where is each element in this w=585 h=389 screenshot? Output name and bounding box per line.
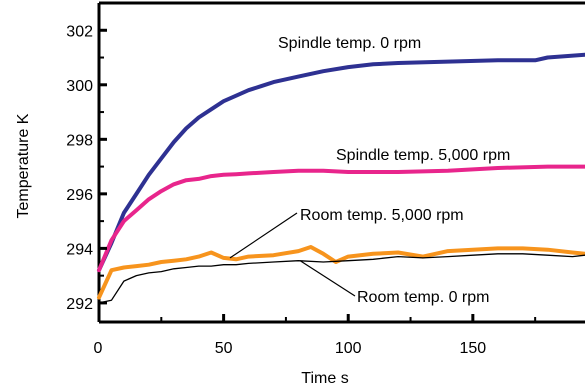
x-tick-label: 100 bbox=[335, 340, 362, 357]
annotation-label-4: Room temp. 0 rpm bbox=[357, 289, 489, 306]
y-tick-label: 296 bbox=[66, 187, 93, 204]
annotation-label-1: Spindle temp. 0 rpm bbox=[278, 35, 421, 52]
series-line-1 bbox=[97, 52, 585, 273]
series-line-3 bbox=[97, 245, 585, 300]
annotation-label-2: Spindle temp. 5,000 rpm bbox=[336, 147, 510, 164]
y-tick-label: 302 bbox=[66, 23, 93, 40]
x-tick-label: 150 bbox=[459, 340, 486, 357]
annotation-layer: Spindle temp. 0 rpm Spindle temp. 5,000 r… bbox=[229, 35, 510, 306]
y-tick-label: 292 bbox=[66, 296, 93, 313]
leader-line-room-0 bbox=[299, 260, 356, 297]
x-tick-label: 0 bbox=[94, 340, 103, 357]
series-line-4 bbox=[98, 253, 585, 304]
y-axis-label: Temperature K bbox=[15, 113, 32, 218]
series-line-2 bbox=[97, 164, 585, 273]
leader-line-room-5000 bbox=[229, 212, 298, 259]
annotation-label-3: Room temp. 5,000 rpm bbox=[300, 207, 464, 224]
series-layer bbox=[97, 52, 585, 304]
x-axis-label: Time s bbox=[301, 370, 348, 387]
ticks-layer: 292 294 296 298 300 302 0 50 100 150 bbox=[66, 23, 537, 357]
y-tick-label: 300 bbox=[66, 78, 93, 95]
y-tick-label: 298 bbox=[66, 132, 93, 149]
x-tick-label: 50 bbox=[215, 340, 233, 357]
y-tick-label: 294 bbox=[66, 241, 93, 258]
